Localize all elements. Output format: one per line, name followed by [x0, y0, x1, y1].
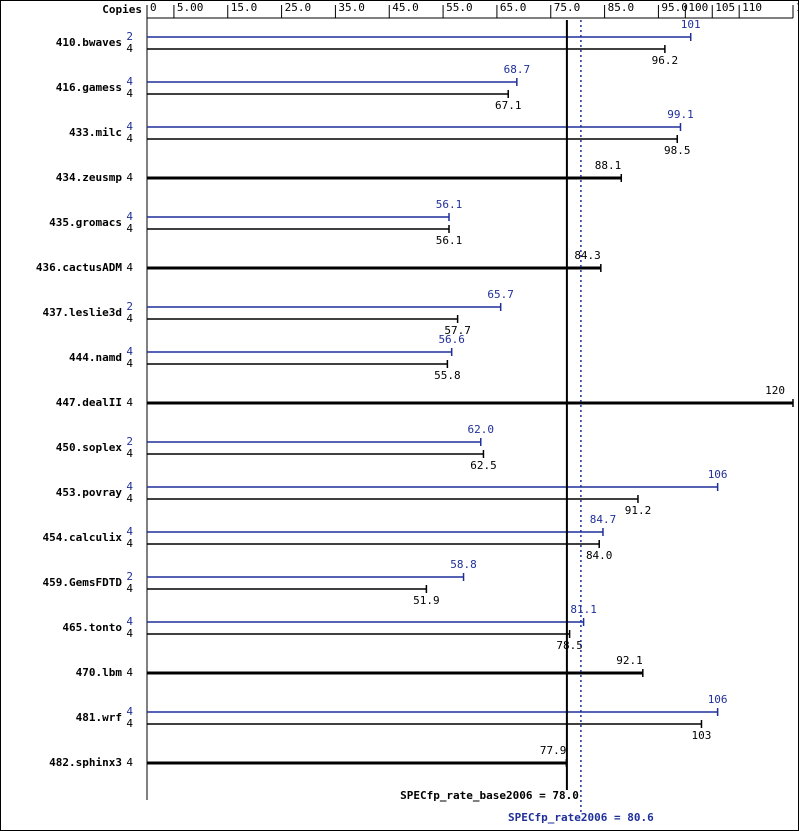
value-label: 92.1 — [616, 654, 643, 667]
value-label: 88.1 — [595, 159, 622, 172]
value-label: 99.1 — [667, 108, 694, 121]
value-label: 98.5 — [664, 144, 691, 157]
copies-label: 4 — [126, 447, 133, 460]
value-label: 84.0 — [586, 549, 613, 562]
copies-label: 4 — [126, 396, 133, 409]
copies-label: 4 — [126, 492, 133, 505]
copies-label: 4 — [126, 705, 133, 718]
copies-label: 4 — [126, 345, 133, 358]
value-label: 96.2 — [652, 54, 679, 67]
value-label: 62.5 — [470, 459, 497, 472]
reference-label: SPECfp_rate_base2006 = 78.0 — [400, 789, 579, 802]
x-tick-label: 105 — [715, 1, 735, 14]
copies-label: 4 — [126, 537, 133, 550]
copies-label: 2 — [126, 30, 133, 43]
x-tick-label: 45.0 — [392, 1, 419, 14]
category-label: 434.zeusmp — [56, 171, 123, 184]
copies-label: 4 — [126, 627, 133, 640]
category-label: 447.dealII — [56, 396, 122, 409]
value-label: 78.5 — [556, 639, 583, 652]
category-label: 410.bwaves — [56, 36, 122, 49]
copies-label: 4 — [126, 756, 133, 769]
value-label: 55.8 — [434, 369, 461, 382]
category-label: 481.wrf — [76, 711, 122, 724]
copies-label: 4 — [126, 132, 133, 145]
copies-label: 4 — [126, 480, 133, 493]
copies-label: 4 — [126, 261, 133, 274]
copies-label: 4 — [126, 582, 133, 595]
value-label: 81.1 — [570, 603, 597, 616]
category-label: 437.leslie3d — [43, 306, 122, 319]
x-tick-label: 5.00 — [177, 1, 204, 14]
x-tick-label: 0 — [150, 1, 157, 14]
x-tick-label: 95.0 — [661, 1, 688, 14]
category-label: 482.sphinx3 — [49, 756, 122, 769]
x-tick-label: 85.0 — [608, 1, 635, 14]
x-tick-label: 75.0 — [554, 1, 581, 14]
copies-label: 4 — [126, 525, 133, 538]
value-label: 103 — [692, 729, 712, 742]
value-label: 56.1 — [436, 198, 463, 211]
copies-label: 4 — [126, 357, 133, 370]
category-label: 465.tonto — [62, 621, 122, 634]
copies-label: 4 — [126, 75, 133, 88]
category-label: 450.soplex — [56, 441, 123, 454]
copies-label: 4 — [126, 87, 133, 100]
category-label: 435.gromacs — [49, 216, 122, 229]
copies-label: 2 — [126, 300, 133, 313]
copies-label: 4 — [126, 42, 133, 55]
x-tick-label: 15.0 — [231, 1, 258, 14]
value-label: 57.7 — [444, 324, 471, 337]
value-label: 120 — [765, 384, 785, 397]
copies-label: 4 — [126, 222, 133, 235]
x-tick-label: 25.0 — [285, 1, 312, 14]
x-tick-label: 100 — [688, 1, 708, 14]
x-tick-label: 55.0 — [446, 1, 473, 14]
x-tick-label: 65.0 — [500, 1, 526, 14]
copies-label: 4 — [126, 120, 133, 133]
value-label: 58.8 — [450, 558, 477, 571]
copies-label: 2 — [126, 435, 133, 448]
copies-label: 4 — [126, 312, 133, 325]
value-label: 91.2 — [625, 504, 652, 517]
x-tick-label: 110 — [742, 1, 762, 14]
value-label: 77.9 — [540, 744, 567, 757]
value-label: 101 — [681, 18, 701, 31]
category-label: 444.namd — [69, 351, 122, 364]
value-label: 106 — [708, 693, 728, 706]
value-label: 84.7 — [590, 513, 617, 526]
value-label: 56.6 — [438, 333, 465, 346]
value-label: 56.1 — [436, 234, 463, 247]
category-label: 470.lbm — [76, 666, 123, 679]
category-label: 433.milc — [69, 126, 122, 139]
category-label: 416.gamess — [56, 81, 122, 94]
x-tick-label: 120 — [796, 1, 799, 14]
value-label: 67.1 — [495, 99, 522, 112]
category-label: 453.povray — [56, 486, 123, 499]
value-label: 68.7 — [504, 63, 531, 76]
reference-label: SPECfp_rate2006 = 80.6 — [508, 811, 654, 824]
copies-label: 4 — [126, 615, 133, 628]
x-tick-label: 35.0 — [338, 1, 365, 14]
copies-label: 4 — [126, 666, 133, 679]
copies-label: 2 — [126, 570, 133, 583]
value-label: 65.7 — [487, 288, 514, 301]
copies-label: 4 — [126, 210, 133, 223]
category-label: 459.GemsFDTD — [43, 576, 123, 589]
copies-header: Copies — [102, 3, 142, 16]
value-label: 84.3 — [574, 249, 601, 262]
copies-label: 4 — [126, 171, 133, 184]
value-label: 62.0 — [468, 423, 495, 436]
value-label: 106 — [708, 468, 728, 481]
value-label: 51.9 — [413, 594, 440, 607]
copies-label: 4 — [126, 717, 133, 730]
category-label: 436.cactusADM — [36, 261, 122, 274]
category-label: 454.calculix — [43, 531, 123, 544]
